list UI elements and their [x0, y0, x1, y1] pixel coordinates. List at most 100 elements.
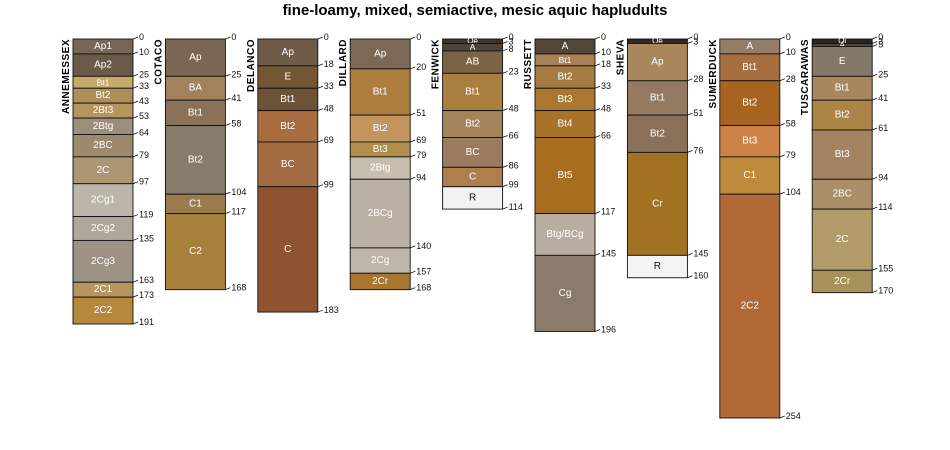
- depth-label: 33: [324, 81, 334, 91]
- depth-tick: [225, 36, 231, 40]
- depth-tick: [779, 51, 785, 55]
- horizon-label: Bt2: [188, 154, 203, 165]
- depth-label: 25: [231, 69, 241, 79]
- horizon-label: 2BC: [93, 140, 112, 151]
- depth-tick: [687, 275, 693, 279]
- depth-label: 157: [416, 266, 431, 276]
- horizon-bt3: [811, 129, 873, 180]
- profile-annemessex: ANNEMESSEX Ap1 0 10 Ap2 25 Bt1 33 Bt2 43 2Bt3 53 2Bt…: [61, 32, 154, 327]
- depth-label: 58: [786, 119, 796, 129]
- horizon-label: Ap: [374, 48, 387, 59]
- horizon-ap: [349, 38, 411, 70]
- horizon-ap: [626, 43, 688, 82]
- horizon-label: 2C: [836, 234, 849, 245]
- horizon-label: C: [284, 244, 291, 255]
- depth-label: 0: [231, 32, 236, 42]
- depth-label: 66: [509, 130, 519, 140]
- profile-sheva: SHEVA Oe 03 Ap 28 Bt1 51 Bt2 76 Cr 145 R 160: [615, 32, 708, 281]
- horizon-label: BA: [189, 83, 203, 94]
- depth-label: 196: [601, 324, 616, 334]
- depth-label: 140: [416, 241, 431, 251]
- depth-tick: [132, 181, 139, 185]
- depth-tick: [317, 85, 323, 89]
- depth-label: 41: [231, 93, 241, 103]
- profile-russett: RUSSETT A 0 10 Bt1 18 Bt2 33 Bt3 48 Bt4 66 Bt5 117 Btg…: [523, 32, 616, 334]
- depth-tick: [410, 176, 416, 180]
- horizon-bt2: [719, 80, 781, 126]
- horizon-label: Bt1: [188, 107, 203, 118]
- horizon-label: 2Bt3: [93, 105, 114, 116]
- horizon-label: BC: [281, 159, 295, 170]
- horizon-cg: [534, 254, 596, 332]
- depth-label: 25: [878, 69, 888, 79]
- depth-label: 76: [693, 145, 703, 155]
- horizon-label: Bt2: [557, 72, 572, 83]
- depth-tick: [132, 36, 139, 40]
- depth-label: 0: [416, 32, 421, 42]
- horizon-label: C2: [189, 246, 202, 257]
- depth-tick: [317, 184, 323, 188]
- depth-label: 0: [878, 32, 883, 42]
- horizon-label: C1: [743, 170, 756, 181]
- depth-tick: [410, 139, 416, 143]
- depth-label: 170: [878, 286, 893, 296]
- horizon-label: E: [839, 56, 846, 67]
- depth-label: 3: [878, 36, 883, 46]
- depth-label: 5: [878, 39, 883, 49]
- horizon-label: BC: [466, 147, 480, 158]
- horizon-label: Bt5: [557, 170, 572, 181]
- horizon-bt1: [719, 53, 781, 82]
- depth-tick: [594, 211, 601, 214]
- horizon-bt2: [349, 114, 411, 143]
- depth-tick: [872, 290, 878, 294]
- depth-tick: [410, 36, 416, 40]
- depth-tick: [687, 36, 693, 40]
- horizon-ap: [257, 38, 319, 67]
- horizon-label: Bt1: [97, 77, 110, 87]
- depth-label: 48: [324, 104, 334, 114]
- depth-label: 135: [139, 233, 154, 243]
- depth-tick: [687, 150, 693, 153]
- depth-tick: [594, 63, 601, 67]
- horizon-label: Btg/BCg: [546, 229, 583, 240]
- depth-label: 69: [416, 135, 426, 145]
- horizon-label: Bt2: [835, 110, 850, 121]
- depth-label: 41: [878, 93, 888, 103]
- horizon-label: Cg: [559, 288, 572, 299]
- profile-name-label: ANNEMESSEX: [61, 39, 72, 114]
- horizon-c1: [719, 156, 781, 195]
- depth-tick: [687, 252, 693, 256]
- depth-label: 163: [139, 275, 154, 285]
- horizon-label: Ap2: [94, 60, 112, 71]
- depth-label: 8: [509, 44, 514, 54]
- depth-tick: [872, 41, 878, 44]
- depth-label: 28: [693, 74, 703, 84]
- horizon-label: Bt1: [835, 83, 850, 94]
- horizon-label: 2BC: [832, 189, 851, 200]
- horizon-label: Bt3: [742, 136, 757, 147]
- horizon-bt2: [811, 99, 873, 131]
- depth-tick: [594, 36, 601, 40]
- horizon-label: Bt3: [373, 144, 388, 155]
- horizon-label: Bt2: [650, 128, 665, 139]
- depth-label: 0: [693, 32, 698, 42]
- depth-tick: [132, 279, 139, 283]
- depth-label: 51: [693, 108, 703, 118]
- horizon-2cg3: [72, 239, 134, 283]
- depth-tick: [225, 97, 231, 101]
- depth-label: 33: [601, 81, 611, 91]
- horizon-2c2: [719, 193, 781, 419]
- depth-label: 0: [324, 32, 329, 42]
- depth-label: 104: [786, 187, 801, 197]
- horizon-label: Oe: [467, 37, 478, 46]
- horizon-e: [811, 46, 873, 77]
- depth-tick: [502, 41, 508, 44]
- depth-label: 51: [416, 108, 426, 118]
- horizon-label: Ap: [282, 47, 295, 58]
- depth-label: 64: [139, 127, 149, 137]
- depth-tick: [132, 100, 139, 104]
- depth-label: 61: [878, 123, 888, 133]
- depth-tick: [317, 108, 323, 111]
- depth-tick: [687, 78, 693, 82]
- horizon-label: A: [562, 41, 569, 52]
